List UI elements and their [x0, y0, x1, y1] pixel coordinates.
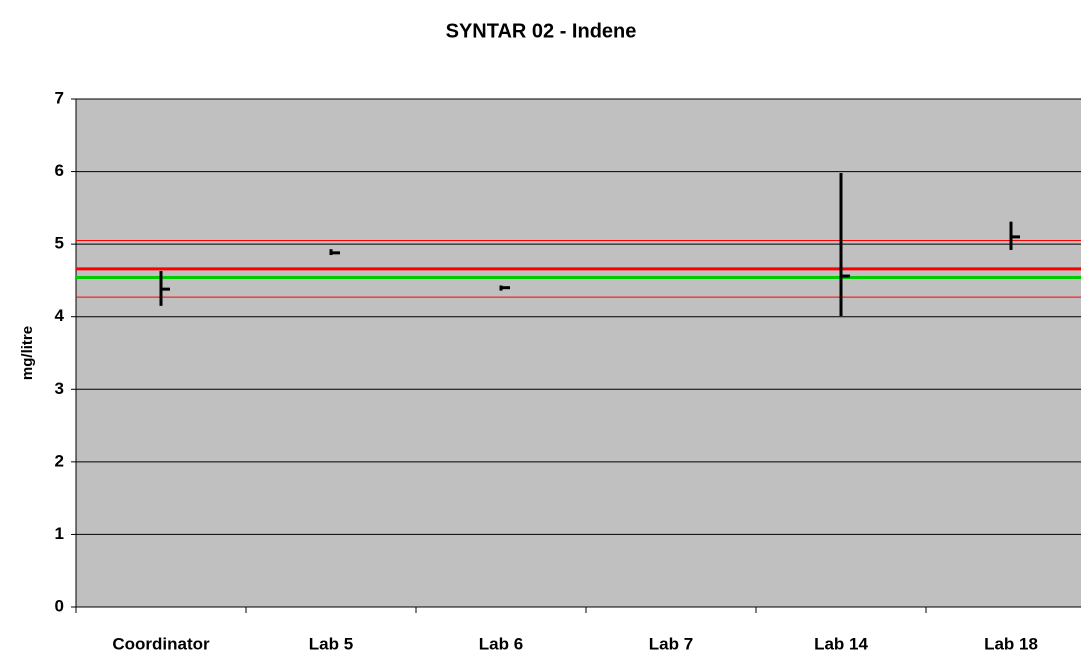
y-axis-label: mg/litre [19, 326, 36, 380]
x-tick-label: Lab 18 [984, 634, 1038, 653]
x-tick-label: Lab 5 [309, 634, 353, 653]
y-tick-label: 0 [55, 596, 64, 615]
y-tick-label: 2 [55, 451, 64, 470]
y-tick-label: 5 [55, 234, 64, 253]
plot-area [76, 99, 1081, 607]
x-tick-label: Coordinator [112, 634, 210, 653]
x-tick-label: Lab 14 [814, 634, 868, 653]
y-tick-label: 6 [55, 161, 64, 180]
x-tick-label: Lab 6 [479, 634, 523, 653]
y-tick-label: 7 [55, 88, 64, 107]
x-tick-label: Lab 7 [649, 634, 693, 653]
y-tick-label: 3 [55, 379, 64, 398]
y-tick-label: 4 [55, 306, 65, 325]
chart-title: SYNTAR 02 - Indene [446, 20, 637, 42]
y-tick-label: 1 [55, 524, 64, 543]
